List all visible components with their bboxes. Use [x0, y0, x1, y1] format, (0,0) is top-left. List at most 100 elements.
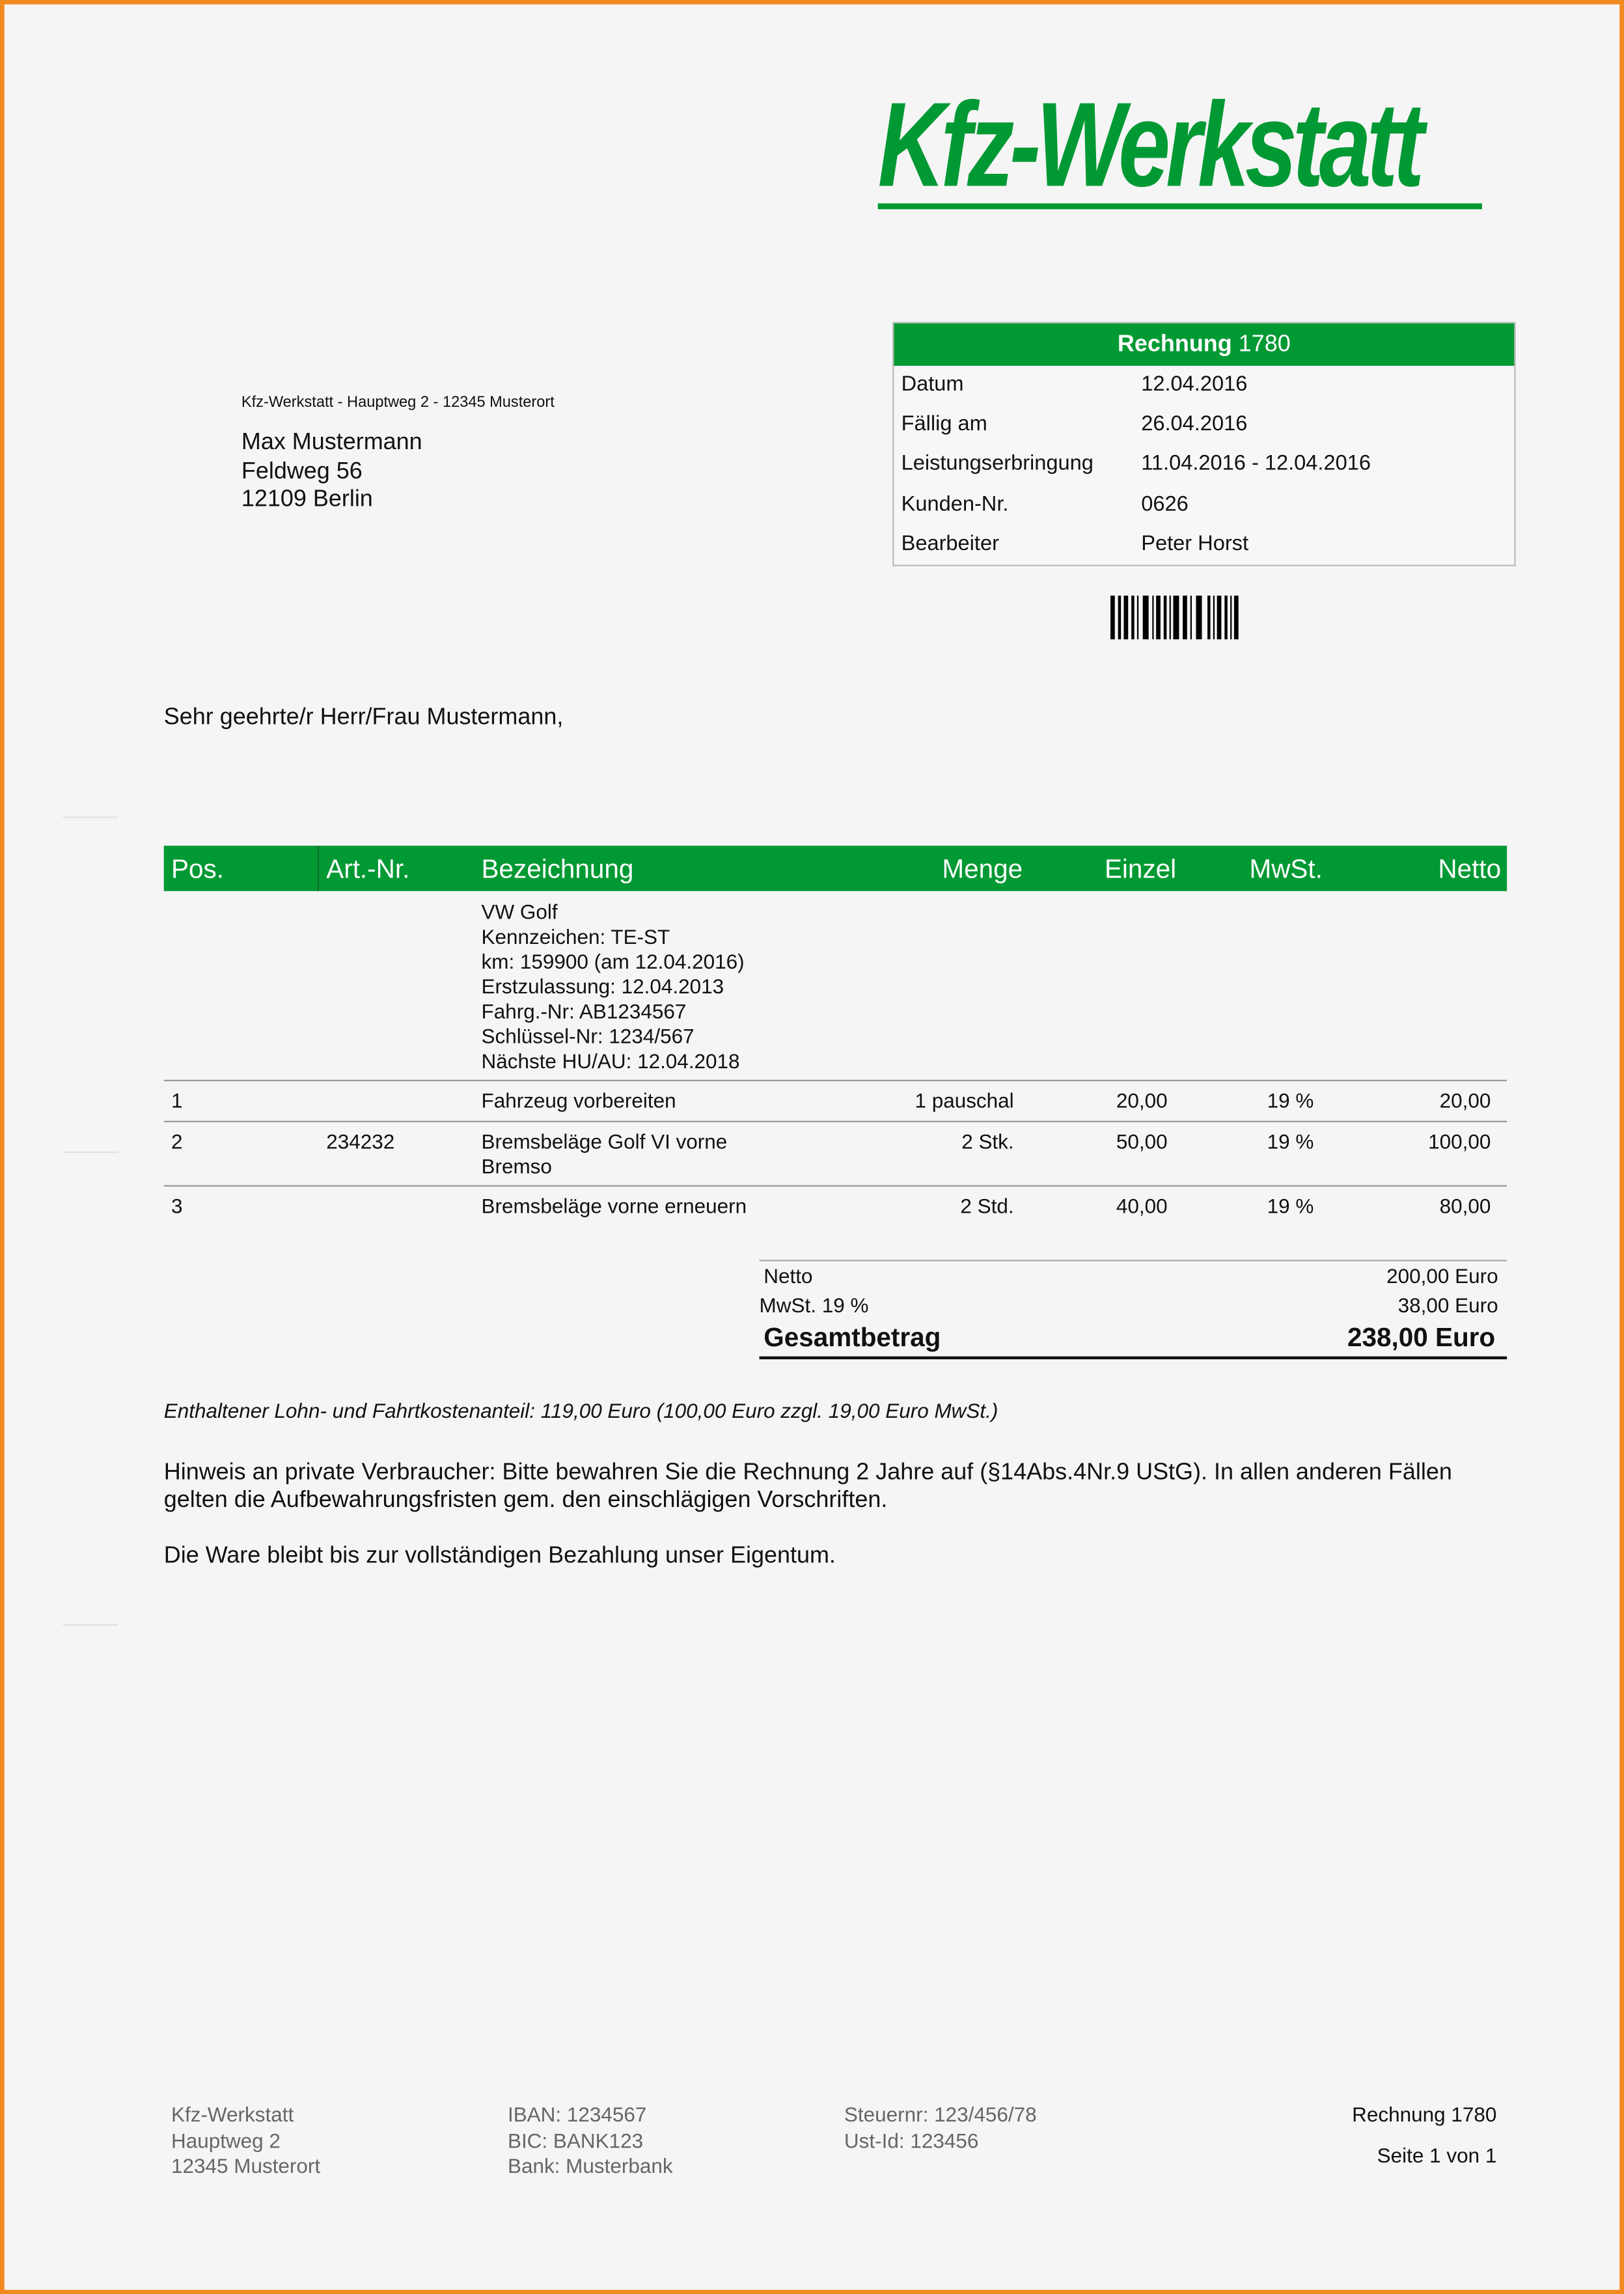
item-pos: 1 — [171, 1088, 183, 1112]
barcode-bar — [1217, 595, 1222, 640]
vehicle-info-line: km: 159900 (am 12.04.2016) — [481, 949, 745, 973]
footer-invoice-number: Rechnung 1780 — [1352, 2102, 1497, 2126]
barcode-icon — [1110, 595, 1239, 640]
barcode-bar — [1183, 595, 1187, 640]
item-pos: 3 — [171, 1194, 183, 1218]
info-row-customer-number: Kunden-Nr. 0626 — [894, 485, 1514, 525]
barcode-bar — [1163, 595, 1167, 640]
vehicle-info-line: Fahrg.-Nr: AB1234567 — [481, 999, 687, 1023]
item-art-nr: 234232 — [326, 1129, 395, 1154]
totals-bottom-line — [759, 1356, 1507, 1360]
item-quantity: 2 Stk. — [961, 1129, 1014, 1154]
vehicle-info-line: Schlüssel-Nr: 1234/567 — [481, 1024, 695, 1048]
info-value: 0626 — [1141, 492, 1189, 516]
footer-line: IBAN: 1234567 — [507, 2102, 647, 2126]
item-net: 20,00 — [1439, 1088, 1491, 1112]
item-quantity: 1 pauschal — [915, 1088, 1014, 1112]
info-row-clerk: Bearbeiter Peter Horst — [894, 525, 1514, 564]
info-label: Fällig am — [901, 413, 987, 437]
footer-line: BIC: BANK123 — [507, 2128, 644, 2152]
barcode-bar — [1233, 595, 1239, 640]
info-value: 11.04.2016 - 12.04.2016 — [1141, 452, 1371, 477]
barcode-bar — [1196, 595, 1202, 640]
barcode-bar — [1123, 595, 1129, 640]
footer-line: Bank: Musterbank — [507, 2153, 673, 2177]
barcode-bar — [1136, 595, 1139, 640]
totals-top-line — [759, 1260, 1507, 1262]
footer-tax: Steuernr: 123/456/78 Ust-Id: 123456 — [844, 2103, 1037, 2154]
info-value: 26.04.2016 — [1141, 413, 1248, 437]
info-label: Leistungserbringung — [901, 452, 1094, 477]
labor-cost-note: Enthaltener Lohn- und Fahrtkostenanteil:… — [163, 1398, 998, 1422]
item-vat: 19 % — [1267, 1129, 1314, 1154]
company-logo: Kfz-Werkstatt — [877, 79, 1425, 212]
barcode-bar — [1118, 595, 1122, 640]
vehicle-info-line: Kennzeichen: TE-ST — [481, 924, 670, 948]
row-divider — [163, 1185, 1507, 1187]
header-pos: Pos. — [171, 854, 224, 884]
item-net: 80,00 — [1439, 1194, 1491, 1218]
header-einzel: Einzel — [1104, 854, 1177, 884]
item-quantity: 2 Std. — [960, 1194, 1014, 1218]
fold-mark — [62, 1151, 119, 1154]
header-menge: Menge — [942, 854, 1023, 884]
invoice-info-box: Rechnung 1780 Datum 12.04.2016 Fällig am 2… — [892, 322, 1516, 566]
barcode-bar — [1156, 595, 1161, 640]
item-description-line-2: Bremso — [481, 1154, 552, 1178]
invoice-title: Rechnung 1780 — [894, 323, 1515, 366]
vehicle-info-line: Nächste HU/AU: 12.04.2018 — [481, 1049, 740, 1073]
header-art: Art.-Nr. — [326, 854, 410, 884]
netto-value: 200,00 Euro — [1386, 1264, 1498, 1288]
row-divider — [163, 1079, 1507, 1082]
info-label: Datum — [901, 373, 964, 397]
barcode-bar — [1173, 595, 1179, 640]
footer-line: Steuernr: 123/456/78 — [844, 2102, 1037, 2126]
item-vat: 19 % — [1267, 1194, 1314, 1218]
ownership-note: Die Ware bleibt bis zur vollständigen Be… — [163, 1543, 836, 1569]
gesamt-label: Gesamtbetrag — [764, 1322, 941, 1352]
vehicle-info-line: Erstzulassung: 12.04.2013 — [481, 974, 724, 998]
info-row-date: Datum 12.04.2016 — [894, 366, 1514, 406]
item-unit-price: 20,00 — [1116, 1088, 1168, 1112]
info-label: Bearbeiter — [901, 532, 999, 556]
info-value: Peter Horst — [1141, 532, 1249, 556]
recipient-street: Feldweg 56 — [241, 459, 363, 484]
barcode-bar — [1110, 595, 1115, 640]
recipient-name: Max Mustermann — [241, 430, 422, 456]
barcode-bar — [1131, 595, 1135, 640]
sender-line: Kfz-Werkstatt - Hauptweg 2 - 12345 Muste… — [241, 393, 555, 411]
footer-company: Kfz-Werkstatt Hauptweg 2 12345 Musterort — [171, 2103, 320, 2179]
footer-line: Ust-Id: 123456 — [844, 2128, 979, 2152]
item-unit-price: 50,00 — [1116, 1129, 1168, 1154]
item-pos: 2 — [171, 1129, 183, 1154]
barcode-bar — [1142, 595, 1149, 640]
barcode-bar — [1230, 595, 1232, 640]
gesamt-value: 238,00 Euro — [1347, 1322, 1496, 1352]
vehicle-info-line: VW Golf — [481, 900, 558, 924]
footer-line: Hauptweg 2 — [171, 2128, 281, 2152]
barcode-bar — [1224, 595, 1228, 640]
barcode-bar — [1190, 595, 1192, 640]
salutation: Sehr geehrte/r Herr/Frau Mustermann, — [163, 705, 564, 730]
barcode-bar — [1152, 595, 1154, 640]
row-divider — [163, 1120, 1507, 1122]
header-mwst: MwSt. — [1249, 854, 1323, 884]
item-unit-price: 40,00 — [1116, 1194, 1168, 1218]
header-bez: Bezeichnung — [481, 854, 634, 884]
table-header: Pos. Art.-Nr. Bezeichnung Menge Einzel M… — [163, 846, 1507, 891]
header-netto: Netto — [1438, 854, 1502, 884]
fold-mark — [62, 816, 119, 818]
invoice-title-label: Rechnung — [1117, 332, 1232, 357]
recipient-city: 12109 Berlin — [241, 487, 373, 512]
info-value: 12.04.2016 — [1141, 373, 1248, 397]
item-description: Bremsbeläge vorne erneuern — [481, 1194, 747, 1218]
netto-label: Netto — [764, 1264, 813, 1288]
retention-note-line-2: gelten die Aufbewahrungsfristen gem. den… — [163, 1487, 888, 1513]
mwst-label: MwSt. 19 % — [759, 1293, 869, 1317]
retention-note-line-1: Hinweis an private Verbraucher: Bitte be… — [163, 1460, 1452, 1486]
header-divider — [317, 846, 319, 891]
info-row-service-period: Leistungserbringung 11.04.2016 - 12.04.20… — [894, 445, 1514, 485]
barcode-bar — [1207, 595, 1211, 640]
footer-line: 12345 Musterort — [171, 2153, 321, 2177]
